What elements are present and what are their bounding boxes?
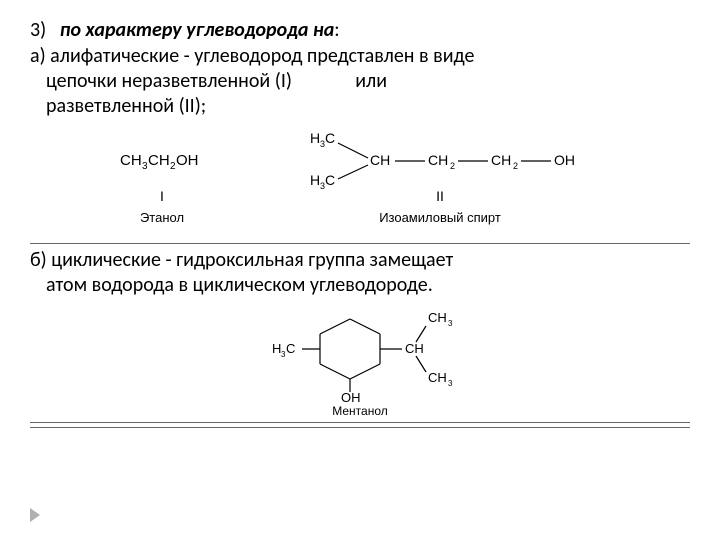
iso-name: Изоамиловый спирт	[379, 210, 501, 225]
ethanol-name: Этанол	[140, 210, 184, 225]
heading: 3) по характеру углеводорода на:	[30, 18, 690, 42]
ch3-top: CH	[428, 310, 447, 325]
section-a-line3: разветвленной (II);	[30, 94, 690, 119]
iso-ch2-2-sub: 2	[513, 161, 518, 171]
oh-label: OH	[341, 390, 361, 402]
ch3-bot-sub: 3	[448, 379, 453, 388]
iso-h3c-top: H	[310, 130, 320, 146]
iso-c-top: C	[325, 130, 335, 146]
ethanol-formula: CH	[120, 152, 142, 169]
iso-ch2-1-sub: 2	[450, 161, 455, 171]
iso-oh: OH	[554, 152, 575, 168]
chem2-svg: H 3 C CH CH 3 CH 3 OH	[210, 304, 510, 402]
section-a-line2-p2: или	[355, 69, 387, 93]
ethanol-ch2: CH	[148, 152, 170, 169]
iso-c-bot: C	[325, 172, 335, 188]
heading-title: по характеру углеводорода на	[60, 18, 335, 42]
chem-structures-1: CH 3 CH 2 OH I Этанол H 3 C H 3 C CH CH …	[30, 127, 690, 237]
divider-2a	[30, 422, 690, 423]
h3c-left-c: C	[286, 341, 295, 356]
iso-h3c-bot: H	[310, 172, 320, 188]
iso-ch2-2: CH	[491, 152, 511, 168]
heading-colon: :	[334, 18, 339, 42]
divider-2b	[30, 427, 690, 428]
iso-bond1	[338, 143, 368, 158]
section-a: а) алифатические - углеводород представл…	[30, 44, 690, 119]
section-a-line2-p1: цепочки неразветвленной (I)	[46, 69, 292, 93]
right-ch: CH	[405, 341, 424, 356]
cyclohexane-ring	[320, 319, 380, 379]
chem1-svg: CH 3 CH 2 OH I Этанол H 3 C H 3 C CH CH …	[80, 127, 640, 237]
divider-1a	[30, 243, 690, 244]
iso-bond2	[338, 165, 368, 179]
heading-number: 3)	[30, 18, 46, 42]
iso-ch2-1: CH	[428, 152, 448, 168]
ethanol-oh: OH	[176, 152, 199, 169]
slide-bullet-icon	[30, 508, 40, 522]
h3c-left: H	[272, 341, 281, 356]
iso-ch: CH	[370, 152, 390, 168]
iso-roman: II	[436, 188, 444, 204]
right-bond-up	[416, 326, 426, 342]
divider-group-2	[30, 422, 690, 428]
chem-structures-2: H 3 C CH CH 3 CH 3 OH Ментанол	[30, 304, 690, 418]
ch3-top-sub: 3	[448, 319, 453, 328]
section-b-line1: б) циклические - гидроксильная группа за…	[30, 248, 690, 273]
section-a-line2: цепочки неразветвленной (I) или	[30, 69, 690, 94]
divider-group-1	[30, 243, 690, 244]
ch3-bot: CH	[428, 370, 447, 385]
section-b: б) циклические - гидроксильная группа за…	[30, 248, 690, 298]
section-a-line1: а) алифатические - углеводород представл…	[30, 44, 690, 69]
ethanol-roman: I	[160, 188, 164, 204]
slide-container: 3) по характеру углеводорода на: а) алиф…	[0, 0, 720, 540]
mentanol-name: Ментанол	[30, 404, 690, 418]
section-b-line2: атом водорода в циклическом углеводороде…	[30, 273, 690, 298]
right-bond-down	[416, 356, 426, 372]
